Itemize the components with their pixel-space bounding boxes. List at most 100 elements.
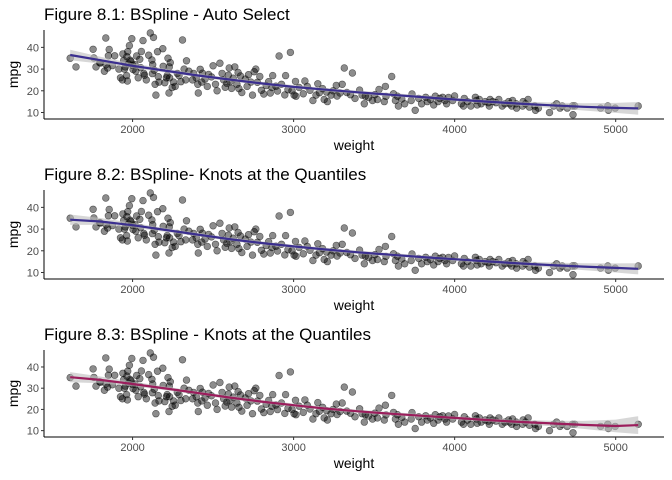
data-point bbox=[213, 247, 221, 255]
data-point bbox=[178, 196, 187, 204]
data-point bbox=[381, 242, 390, 251]
x-tick-label: 5000 bbox=[603, 284, 627, 296]
data-point bbox=[467, 102, 475, 110]
data-point bbox=[165, 89, 173, 97]
data-point bbox=[417, 418, 426, 426]
data-point bbox=[155, 238, 163, 246]
chart-title: Figure 8.1: BSpline - Auto Select bbox=[44, 5, 290, 24]
data-point bbox=[235, 403, 243, 411]
data-point bbox=[244, 390, 253, 398]
data-point bbox=[102, 194, 110, 202]
data-point bbox=[545, 426, 554, 435]
data-point bbox=[164, 214, 172, 222]
data-point bbox=[102, 354, 110, 362]
data-point bbox=[273, 405, 282, 414]
x-tick-label: 3000 bbox=[281, 442, 305, 454]
data-point bbox=[182, 76, 190, 84]
x-tick-label: 2000 bbox=[120, 442, 144, 454]
confidence-band bbox=[70, 214, 639, 275]
data-point bbox=[164, 54, 172, 62]
data-point bbox=[248, 410, 257, 418]
data-point bbox=[182, 376, 191, 384]
data-point bbox=[292, 411, 300, 419]
data-point bbox=[213, 405, 221, 414]
data-point bbox=[125, 361, 134, 369]
data-point bbox=[360, 100, 368, 108]
data-point bbox=[209, 62, 217, 70]
data-point bbox=[257, 86, 266, 95]
data-point bbox=[348, 69, 357, 77]
data-point bbox=[154, 72, 163, 81]
x-tick-label: 4000 bbox=[442, 124, 466, 136]
y-tick-label: 40 bbox=[27, 362, 39, 374]
data-point bbox=[155, 397, 163, 405]
data-point bbox=[209, 222, 217, 230]
data-point bbox=[211, 80, 220, 89]
data-point bbox=[169, 397, 178, 405]
x-tick-label: 5000 bbox=[603, 442, 627, 454]
data-point bbox=[166, 378, 175, 386]
chart-panel-3: Figure 8.3: BSpline - Knots at the Quant… bbox=[5, 325, 664, 471]
data-point bbox=[149, 33, 158, 42]
data-point bbox=[266, 89, 274, 97]
data-point bbox=[238, 407, 246, 415]
data-point bbox=[211, 240, 220, 249]
data-point bbox=[351, 94, 359, 103]
data-point bbox=[248, 91, 257, 99]
data-point bbox=[159, 44, 167, 53]
data-point bbox=[151, 399, 159, 407]
fit-line bbox=[70, 53, 639, 110]
data-point bbox=[569, 110, 577, 119]
chart-title: Figure 8.2: BSpline- Knots at the Quanti… bbox=[44, 165, 366, 184]
data-point bbox=[401, 100, 409, 108]
data-point bbox=[327, 251, 335, 259]
data-point bbox=[281, 390, 290, 399]
data-point bbox=[110, 52, 119, 60]
data-point bbox=[323, 257, 332, 266]
data-point bbox=[165, 249, 173, 257]
data-point bbox=[137, 47, 146, 56]
data-point bbox=[417, 260, 426, 268]
data-point bbox=[165, 407, 173, 416]
data-point bbox=[139, 196, 147, 205]
data-point bbox=[136, 374, 144, 383]
data-point bbox=[323, 97, 332, 106]
data-point bbox=[332, 400, 340, 408]
data-point bbox=[182, 57, 191, 65]
data-point bbox=[203, 242, 212, 251]
data-point bbox=[102, 34, 110, 42]
data-point bbox=[545, 268, 554, 277]
data-point bbox=[105, 45, 113, 54]
data-point bbox=[401, 418, 409, 426]
data-point bbox=[148, 375, 156, 383]
data-point bbox=[281, 71, 290, 80]
data-point bbox=[225, 224, 233, 232]
data-point bbox=[134, 234, 142, 242]
data-point bbox=[227, 403, 236, 411]
data-point bbox=[332, 81, 340, 90]
data-point bbox=[182, 236, 190, 244]
y-tick-label: 30 bbox=[27, 64, 39, 76]
chart-title: Figure 8.3: BSpline - Knots at the Quant… bbox=[44, 325, 371, 344]
data-point bbox=[275, 212, 283, 220]
data-point bbox=[360, 418, 368, 426]
data-point bbox=[218, 229, 226, 238]
data-point bbox=[260, 408, 268, 417]
data-point bbox=[360, 260, 368, 268]
data-point bbox=[171, 401, 179, 409]
data-point bbox=[417, 100, 426, 108]
data-point bbox=[151, 80, 159, 89]
data-point bbox=[89, 365, 97, 373]
data-point bbox=[281, 231, 290, 240]
data-point bbox=[260, 90, 268, 98]
data-point bbox=[244, 231, 253, 239]
y-tick-label: 20 bbox=[27, 404, 39, 416]
y-axis-label: mpg bbox=[5, 380, 21, 407]
data-point bbox=[269, 390, 277, 399]
data-point bbox=[123, 396, 132, 404]
data-point bbox=[257, 405, 266, 413]
data-point bbox=[235, 244, 243, 253]
y-axis-label: mpg bbox=[5, 221, 21, 248]
data-point bbox=[134, 393, 142, 401]
